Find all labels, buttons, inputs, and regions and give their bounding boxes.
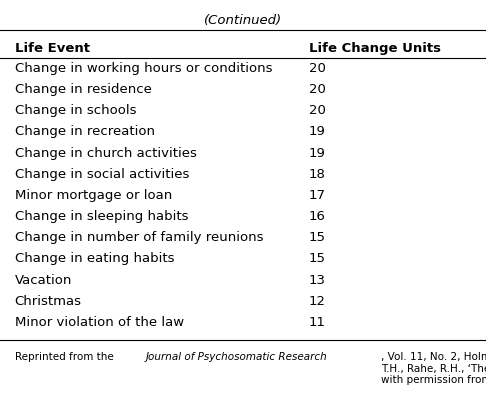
Text: Christmas: Christmas — [15, 295, 82, 308]
Text: 11: 11 — [309, 316, 326, 329]
Text: , Vol. 11, No. 2, Holmes,
T.H., Rahe, R.H., ‘The Social Readjustment Rating Scal: , Vol. 11, No. 2, Holmes, T.H., Rahe, R.… — [381, 352, 486, 385]
Text: Change in recreation: Change in recreation — [15, 125, 155, 138]
Text: Minor mortgage or loan: Minor mortgage or loan — [15, 189, 172, 202]
Text: Minor violation of the law: Minor violation of the law — [15, 316, 184, 329]
Text: Change in residence: Change in residence — [15, 83, 152, 96]
Text: Change in number of family reunions: Change in number of family reunions — [15, 231, 263, 244]
Text: Reprinted from the: Reprinted from the — [15, 352, 117, 362]
Text: 17: 17 — [309, 189, 326, 202]
Text: 13: 13 — [309, 274, 326, 286]
Text: 15: 15 — [309, 253, 326, 265]
Text: 20: 20 — [309, 62, 326, 75]
Text: Vacation: Vacation — [15, 274, 72, 286]
Text: Change in sleeping habits: Change in sleeping habits — [15, 210, 188, 223]
Text: 15: 15 — [309, 231, 326, 244]
Text: 16: 16 — [309, 210, 326, 223]
Text: Change in church activities: Change in church activities — [15, 146, 196, 160]
Text: 19: 19 — [309, 125, 326, 138]
Text: 18: 18 — [309, 168, 326, 181]
Text: Life Change Units: Life Change Units — [309, 42, 441, 55]
Text: Change in social activities: Change in social activities — [15, 168, 189, 181]
Text: Life Event: Life Event — [15, 42, 89, 55]
Text: 12: 12 — [309, 295, 326, 308]
Text: 20: 20 — [309, 104, 326, 117]
Text: (Continued): (Continued) — [204, 14, 282, 27]
Text: Journal of Psychosomatic Research: Journal of Psychosomatic Research — [146, 352, 328, 362]
Text: 20: 20 — [309, 83, 326, 96]
Text: 19: 19 — [309, 146, 326, 160]
Text: Change in schools: Change in schools — [15, 104, 136, 117]
Text: Change in working hours or conditions: Change in working hours or conditions — [15, 62, 272, 75]
Text: Change in eating habits: Change in eating habits — [15, 253, 174, 265]
